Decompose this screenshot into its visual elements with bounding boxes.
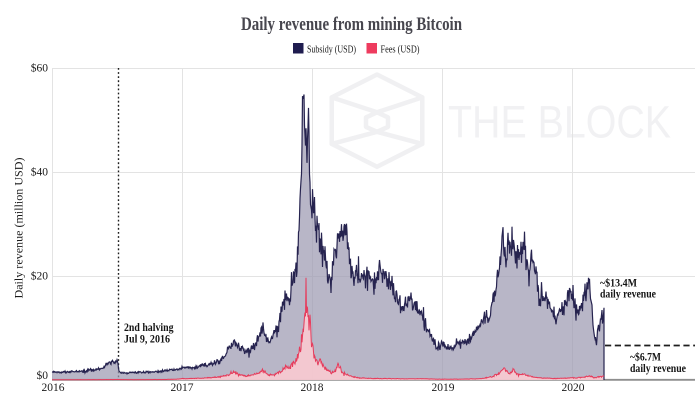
svg-text:2018: 2018 (301, 382, 324, 394)
svg-text:$40: $40 (31, 166, 49, 179)
svg-text:2017: 2017 (171, 382, 194, 394)
svg-text:THE BLOCK: THE BLOCK (448, 97, 671, 148)
svg-text:Subsidy (USD): Subsidy (USD) (307, 45, 356, 56)
svg-text:2019: 2019 (432, 382, 455, 394)
svg-text:2020: 2020 (562, 382, 585, 394)
svg-text:Daily revenue from mining Bitc: Daily revenue from mining Bitcoin (241, 14, 462, 35)
svg-text:$0: $0 (37, 369, 49, 382)
svg-text:2nd halving: 2nd halving (124, 320, 174, 334)
svg-text:Fees (USD): Fees (USD) (381, 45, 420, 56)
svg-text:Daily revenue (million USD): Daily revenue (million USD) (14, 157, 26, 298)
svg-text:Jul 9, 2016: Jul 9, 2016 (124, 332, 170, 346)
svg-text:daily revenue: daily revenue (600, 287, 657, 301)
svg-text:~$13.4M: ~$13.4M (600, 276, 637, 290)
svg-text:$60: $60 (31, 62, 49, 75)
svg-text:$20: $20 (31, 270, 49, 283)
svg-text:daily revenue: daily revenue (630, 361, 687, 375)
svg-text:~$6.7M: ~$6.7M (630, 350, 661, 364)
svg-text:2016: 2016 (42, 382, 65, 394)
